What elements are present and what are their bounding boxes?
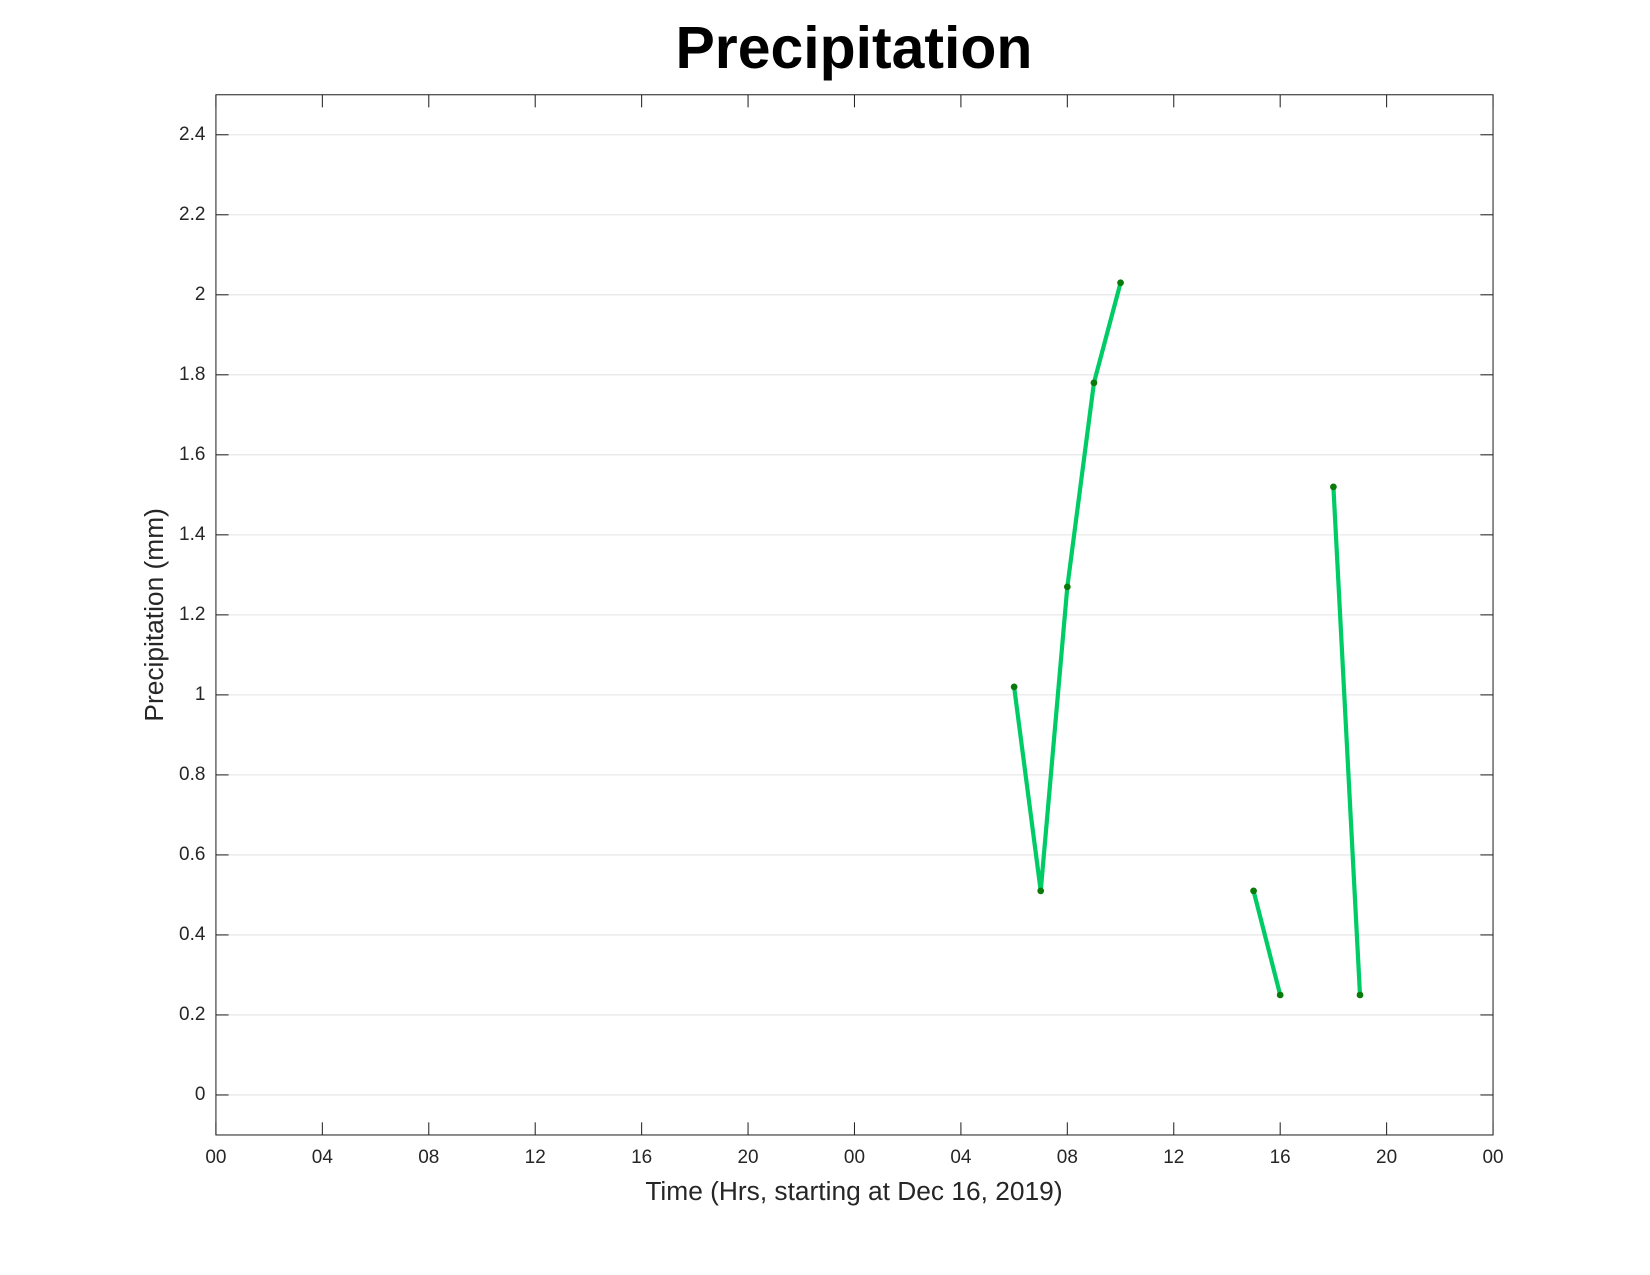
- x-tick-label: 20: [738, 1147, 759, 1168]
- y-tick-label: 2.2: [179, 204, 205, 225]
- x-tick-label: 00: [205, 1147, 226, 1168]
- y-tick-label: 2.4: [179, 124, 205, 145]
- data-point: [1063, 583, 1071, 591]
- data-line: [1251, 890, 1283, 996]
- y-tick-label: 1.2: [179, 604, 205, 625]
- x-tick-label: 20: [1376, 1147, 1397, 1168]
- data-point: [1356, 991, 1364, 999]
- axes-box: [215, 94, 1494, 1136]
- y-tick-label: 2: [195, 284, 206, 305]
- y-tick-label: 1: [195, 684, 206, 705]
- y-tick-label: 1.6: [179, 444, 205, 465]
- x-tick-label: 04: [312, 1147, 333, 1168]
- y-tick-label: 0.4: [179, 924, 205, 945]
- data-point: [1090, 379, 1098, 387]
- data-point: [1037, 887, 1045, 895]
- y-tick-label: 0.2: [179, 1004, 205, 1025]
- data-point: [1010, 683, 1018, 691]
- y-tick-label: 1.4: [179, 524, 205, 545]
- x-tick-label: 04: [950, 1147, 971, 1168]
- data-point: [1276, 991, 1284, 999]
- y-tick-label: 1.8: [179, 364, 205, 385]
- x-tick-label: 08: [1057, 1147, 1078, 1168]
- x-tick-label: 08: [418, 1147, 439, 1168]
- y-tick-label: 0: [195, 1084, 206, 1105]
- x-tick-label: 16: [631, 1147, 652, 1168]
- data-point: [1117, 279, 1124, 287]
- y-axis-label: Precipitation (mm): [139, 508, 169, 721]
- x-tick-label: 12: [525, 1147, 546, 1168]
- x-tick-label: 00: [844, 1147, 865, 1168]
- chart-title: Precipitation: [675, 16, 1032, 81]
- x-tick-label: 00: [1482, 1147, 1503, 1168]
- x-tick-label: 16: [1270, 1147, 1291, 1168]
- y-tick-label: 0.6: [179, 844, 205, 865]
- x-tick-label: 12: [1163, 1147, 1184, 1168]
- data-line: [1331, 486, 1363, 996]
- data-point: [1330, 483, 1337, 491]
- x-axis-label: Time (Hrs, starting at Dec 16, 2019): [645, 1176, 1062, 1206]
- y-tick-label: 0.8: [179, 764, 205, 785]
- data-point: [1250, 887, 1257, 895]
